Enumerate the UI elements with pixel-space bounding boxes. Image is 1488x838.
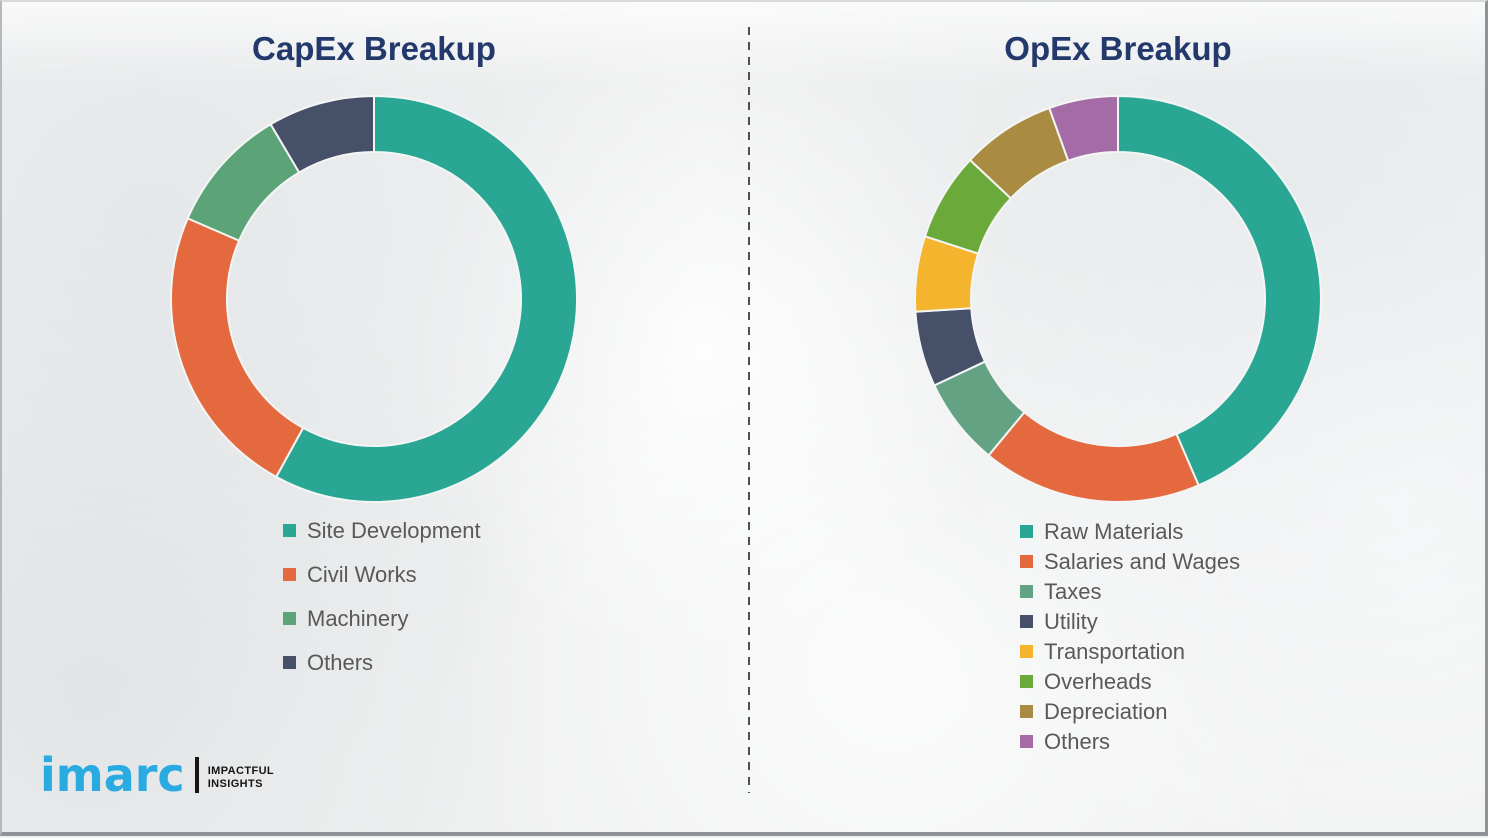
- legend-label: Others: [1044, 729, 1111, 754]
- legend-item-raw-materials: Raw Materials: [1020, 519, 1240, 544]
- legend-item-transportation: Transportation: [1020, 639, 1240, 664]
- legend-swatch-icon: [1020, 735, 1033, 748]
- legend-item-others: Others: [1020, 729, 1240, 754]
- legend-label: Site Development: [307, 518, 481, 543]
- donut-segment-others: [1047, 94, 1119, 162]
- donut-segment-raw-materials: [1117, 94, 1322, 487]
- legend-swatch-icon: [1020, 585, 1033, 598]
- opex-donut-svg: [914, 94, 1322, 503]
- donut-segment-site-development: [274, 94, 578, 503]
- donut-segment-civil-works: [170, 217, 305, 479]
- legend-swatch-icon: [283, 524, 296, 537]
- legend-swatch-icon: [1020, 615, 1033, 628]
- capex-legend: Site Development Civil Works Machinery Othe…: [283, 518, 481, 694]
- legend-label: Depreciation: [1044, 699, 1168, 724]
- legend-label: Transportation: [1044, 639, 1186, 664]
- legend-swatch-icon: [1020, 645, 1033, 658]
- legend-label: Machinery: [307, 606, 409, 631]
- imarc-logo-wordmark: imarc: [40, 748, 185, 803]
- legend-swatch-icon: [283, 568, 296, 581]
- opex-donut-chart: [913, 94, 1323, 504]
- legend-label: Raw Materials: [1044, 519, 1184, 544]
- legend-label: Salaries and Wages: [1044, 549, 1241, 574]
- legend-item-civil-works: Civil Works: [283, 562, 481, 587]
- legend-item-machinery: Machinery: [283, 606, 481, 631]
- legend-swatch-icon: [283, 612, 296, 625]
- opex-chart-section: OpEx Breakup Raw Materials Salaries and W…: [746, 2, 1488, 838]
- legend-item-utility: Utility: [1020, 609, 1240, 634]
- legend-item-overheads: Overheads: [1020, 669, 1240, 694]
- imarc-logo: imarc IMPACTFUL INSIGHTS: [40, 738, 274, 803]
- legend-swatch-icon: [1020, 705, 1033, 718]
- legend-label: Others: [307, 650, 374, 675]
- donut-segment-salaries-and-wages: [987, 410, 1200, 503]
- capex-chart-section: CapEx Breakup Site Development Civil Work…: [2, 2, 746, 838]
- legend-item-site-development: Site Development: [283, 518, 481, 543]
- capex-chart-title: CapEx Breakup: [252, 30, 496, 67]
- capex-donut-svg: [170, 94, 578, 503]
- legend-item-depreciation: Depreciation: [1020, 699, 1240, 724]
- legend-item-taxes: Taxes: [1020, 579, 1240, 604]
- legend-swatch-icon: [1020, 555, 1033, 568]
- divider-dashed-line: [748, 27, 750, 793]
- imarc-logo-divider-bar: [194, 757, 199, 793]
- legend-label: Overheads: [1044, 669, 1152, 694]
- legend-swatch-icon: [283, 656, 296, 669]
- legend-swatch-icon: [1020, 525, 1033, 538]
- imarc-tagline-line1: IMPACTFUL: [207, 764, 275, 777]
- legend-label: Utility: [1044, 609, 1098, 634]
- imarc-tagline-line2: INSIGHTS: [207, 778, 263, 791]
- donut-segment-others: [269, 94, 375, 174]
- capex-donut-chart: [169, 94, 579, 504]
- opex-legend: Raw Materials Salaries and Wages Taxes Util…: [1020, 519, 1240, 759]
- legend-item-others: Others: [283, 650, 481, 675]
- legend-item-salaries-and-wages: Salaries and Wages: [1020, 549, 1240, 574]
- imarc-logo-tagline: IMPACTFUL INSIGHTS: [208, 765, 274, 793]
- legend-label: Civil Works: [307, 562, 417, 587]
- legend-swatch-icon: [1020, 675, 1033, 688]
- opex-chart-title: OpEx Breakup: [1004, 30, 1232, 67]
- legend-label: Taxes: [1044, 579, 1102, 604]
